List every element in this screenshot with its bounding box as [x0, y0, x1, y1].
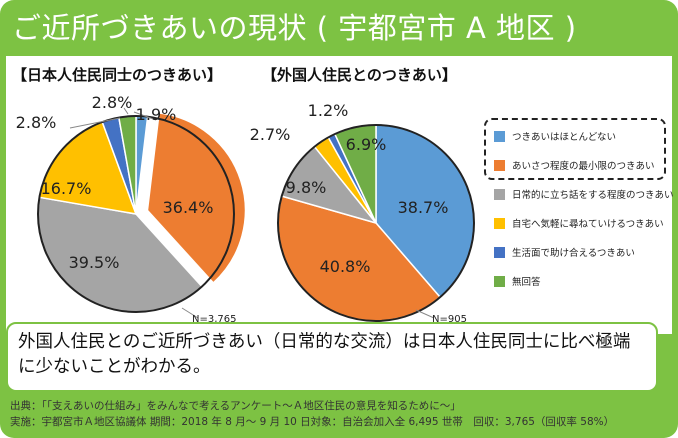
page-title: ご近所づきあいの現状 ( 宇都宮市 A 地区 ) [12, 11, 577, 45]
sample-size-leader [415, 309, 435, 319]
pie-outline [277, 124, 475, 322]
data-label: 16.7% [41, 179, 92, 198]
legend-highlight-box [484, 118, 666, 180]
data-label: 9.8% [286, 178, 327, 197]
data-label: 2.8% [92, 93, 133, 112]
legend-item: 生活面で助け合えるつきあい [486, 238, 666, 267]
legend-item: 自宅へ気軽に尋ねていけるつきあい [486, 209, 666, 238]
data-label: 40.8% [320, 257, 371, 276]
legend-label: 生活面で助け合えるつきあい [512, 248, 635, 259]
legend-item: つきあいはほとんどない [486, 122, 666, 151]
data-label: 6.9% [346, 135, 387, 154]
legend-label: 自宅へ気軽に尋ねていけるつきあい [512, 219, 664, 230]
data-label: 1.9% [136, 105, 177, 124]
data-label: 36.4% [163, 198, 214, 217]
data-label-leader [123, 107, 129, 115]
legend-swatch [494, 189, 505, 200]
legend-label: 日常的に立ち話をする程度のつきあい [512, 190, 674, 201]
legend: つきあいはほとんどないあいさつ程度の最小限のつきあい日常的に立ち話をする程度のつ… [484, 118, 674, 296]
legend-swatch [494, 160, 505, 171]
chart-title-japanese: 【日本人住民同士のつきあい】 [12, 66, 223, 84]
legend-swatch [494, 218, 505, 229]
footer-source: 出典：「「支えあいの仕組み」をみんなで考えるアンケート～Ａ地区住民の意見を知るた… [10, 400, 461, 412]
legend-item: あいさつ程度の最小限のつきあい [486, 151, 666, 180]
pie-charts: 1.9% 36.4% 39.5% 16.7% 2.8% 2.8% N=3,765 38.7% 4… [16, 93, 475, 325]
legend-label: 無回答 [512, 277, 541, 288]
sample-size-leader [181, 307, 199, 319]
data-label: 39.5% [69, 253, 120, 272]
legend-item: 日常的に立ち話をする程度のつきあい [486, 180, 674, 209]
data-label: 2.7% [250, 125, 291, 144]
data-label-leader [69, 117, 121, 129]
footer-survey: 実施：宇都宮市Ａ地区協議体 期間：2018 年 8 月～ 9 月 10 日対象：… [10, 416, 615, 428]
legend-swatch [494, 131, 505, 142]
data-label: 2.8% [16, 113, 57, 132]
legend-item: 無回答 [486, 267, 666, 296]
chart-panel: 【日本人住民同士のつきあい】 【外国人住民とのつきあい】 1.9% 36.4% 39… [6, 56, 674, 334]
legend-label: あいさつ程度の最小限のつきあい [512, 161, 655, 172]
source-footer: 出典：「「支えあいの仕組み」をみんなで考えるアンケート～Ａ地区住民の意見を知るた… [10, 398, 674, 430]
pie-slice [135, 115, 149, 215]
summary-note: 外国人住民とのご近所づきあい（日常的な交流）は日本人住民同士に比べ極端に少ないこ… [6, 322, 658, 392]
pie-slice [146, 112, 247, 284]
legend-label: つきあいはほとんどない [512, 132, 617, 143]
chart-title-foreign: 【外国人住民とのつきあい】 [262, 66, 457, 84]
data-label: 1.2% [308, 101, 349, 120]
legend-swatch [494, 276, 505, 287]
legend-swatch [494, 247, 505, 258]
data-label-leader [133, 111, 157, 121]
data-label: 38.7% [398, 198, 449, 217]
sample-size-label: N=3,765 [192, 314, 237, 325]
pie-outline [37, 115, 235, 313]
sample-size-label: N=905 [432, 314, 467, 325]
